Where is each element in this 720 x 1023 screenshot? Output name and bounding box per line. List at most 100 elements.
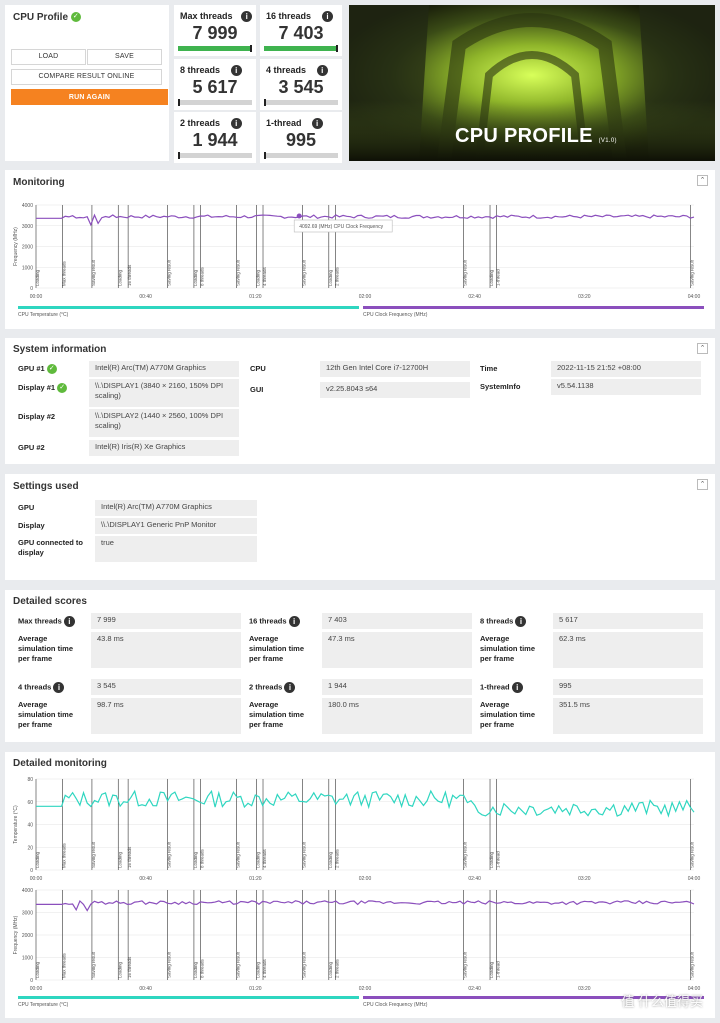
- run-again-button[interactable]: RUN AGAIN: [11, 89, 168, 105]
- banner-art: [349, 5, 715, 161]
- score-tile-value: 1 944: [192, 130, 238, 150]
- score-bar: [264, 45, 338, 52]
- score-bar: [178, 152, 252, 159]
- phase-marker-label: Loading: [117, 851, 122, 868]
- y-tick-label: 4000: [22, 203, 33, 209]
- settings-display-label: Display: [18, 521, 45, 530]
- score-tile-label: Max threads: [180, 11, 233, 21]
- profile-title: CPU Profile ✓: [13, 12, 81, 23]
- phase-marker-label: Loading: [117, 961, 122, 978]
- info-icon[interactable]: i: [63, 616, 75, 627]
- collapse-chevron-icon[interactable]: ⌃: [697, 175, 708, 186]
- cpu-label: CPU: [250, 364, 266, 373]
- system-info-title: System information: [13, 344, 107, 355]
- info-icon[interactable]: i: [511, 682, 523, 693]
- phase-marker-label: 8 threads: [200, 958, 205, 978]
- info-icon[interactable]: i: [316, 65, 328, 76]
- phase-marker-label: Loading: [117, 269, 122, 286]
- compare-button[interactable]: COMPARE RESULT ONLINE: [11, 69, 162, 85]
- gpu1-label: GPU #1 ✓: [18, 364, 57, 375]
- info-icon[interactable]: i: [284, 682, 296, 693]
- y-tick-label: 60: [27, 800, 33, 806]
- avg-sim-time-value: 47.3 ms: [322, 632, 472, 668]
- info-icon[interactable]: i: [230, 65, 242, 76]
- profile-card: CPU Profile ✓ LOAD SAVE COMPARE RESULT O…: [5, 5, 169, 161]
- settings-gpu-connected-label: GPU connected to display: [18, 538, 84, 557]
- y-tick-label: 40: [27, 823, 33, 829]
- x-tick-label: 04:00: [688, 876, 701, 882]
- display2-label: Display #2: [18, 412, 56, 421]
- y-axis-label: Temperature (°C): [13, 805, 19, 844]
- score-tile: 2 threads i 1 944: [174, 112, 256, 163]
- info-icon[interactable]: i: [311, 118, 323, 129]
- series-line: [36, 789, 695, 818]
- phase-marker-label: Saving result: [91, 259, 96, 286]
- score-bar-fill: [264, 46, 336, 51]
- x-tick-label: 02:00: [359, 986, 372, 992]
- avg-sim-time-value: 62.3 ms: [553, 632, 703, 668]
- score-tile-label: 1-thread: [266, 118, 302, 128]
- info-icon[interactable]: i: [241, 11, 253, 22]
- collapse-chevron-icon[interactable]: ⌃: [697, 479, 708, 490]
- phase-marker-label: Saving result: [690, 951, 695, 978]
- y-tick-label: 0: [30, 286, 33, 292]
- tooltip-point: [296, 213, 302, 219]
- collapse-chevron-icon[interactable]: ⌃: [697, 343, 708, 354]
- score-tile-label: 16 threads: [266, 11, 312, 21]
- gpu1-value: Intel(R) Arc(TM) A770M Graphics: [89, 361, 239, 377]
- info-icon[interactable]: i: [53, 682, 65, 693]
- system-info-panel: System information ⌃ GPU #1 ✓ Intel(R) A…: [5, 338, 715, 464]
- phase-marker-label: Saving result: [301, 841, 306, 868]
- x-tick-label: 00:40: [139, 986, 152, 992]
- banner-title: CPU PROFILE (V1.0): [455, 125, 617, 147]
- legend-clock-bar: [363, 996, 704, 999]
- x-tick-label: 03:20: [578, 876, 591, 882]
- phase-marker-label: 8 threads: [200, 848, 205, 868]
- detailed-score-value: 3 545: [91, 679, 241, 695]
- y-tick-label: 20: [27, 845, 33, 851]
- info-icon[interactable]: i: [230, 118, 242, 129]
- phase-marker-label: Max threads: [61, 260, 66, 286]
- detailed-score-value: 1 944: [322, 679, 472, 695]
- phase-marker-label: Saving result: [167, 841, 172, 868]
- x-tick-label: 00:00: [30, 986, 43, 992]
- score-bar: [178, 99, 252, 106]
- info-icon[interactable]: i: [322, 11, 333, 22]
- phase-marker-label: 4 threads: [262, 958, 267, 978]
- phase-marker-label: Saving result: [236, 841, 241, 868]
- series-line: [36, 213, 695, 227]
- phase-marker-label: 1-thread: [496, 961, 501, 978]
- save-button[interactable]: SAVE: [87, 49, 162, 65]
- phase-marker-label: Saving result: [91, 841, 96, 868]
- phase-marker-label: 1-thread: [496, 269, 501, 286]
- monitoring-panel: Monitoring ⌃ 4000 3000 2000 1000 0 Frequency …: [5, 170, 715, 329]
- x-tick-label: 01:20: [249, 986, 262, 992]
- score-bar-marker: [178, 99, 180, 106]
- load-button[interactable]: LOAD: [11, 49, 86, 65]
- phase-marker-label: Loading: [328, 961, 333, 978]
- phase-marker-label: 16 threads: [127, 264, 132, 286]
- phase-marker-label: Max threads: [61, 952, 66, 978]
- y-tick-label: 3000: [22, 224, 33, 230]
- score-tile-label: 2 threads: [180, 118, 221, 128]
- y-tick-label: 80: [27, 777, 33, 783]
- score-tile-value: 7 403: [278, 23, 324, 43]
- info-icon[interactable]: i: [288, 616, 300, 627]
- phase-marker-label: Loading: [255, 961, 260, 978]
- systeminfo-value: v5.54.1138: [551, 379, 701, 395]
- info-icon[interactable]: i: [515, 616, 527, 627]
- cpu-profile-banner: CPU PROFILE (V1.0): [349, 5, 715, 161]
- check-icon: ✓: [70, 12, 81, 23]
- phase-marker-label: 2 threads: [334, 958, 339, 978]
- phase-marker-label: Loading: [35, 851, 40, 868]
- cpu-value: 12th Gen Intel Core i7-12700H: [320, 361, 470, 377]
- y-tick-label: 3000: [22, 911, 33, 917]
- x-tick-label: 00:40: [139, 294, 152, 300]
- legend-temp-bar: [18, 996, 359, 999]
- x-tick-label: 01:20: [249, 876, 262, 882]
- avg-sim-time-label: Average simulation time per frame: [480, 700, 536, 729]
- legend-temp-bar: [18, 306, 359, 309]
- score-tile: 16 threads i 7 403: [260, 5, 342, 56]
- gui-value: v2.25.8043 s64: [320, 382, 470, 398]
- check-icon: ✓: [46, 364, 57, 375]
